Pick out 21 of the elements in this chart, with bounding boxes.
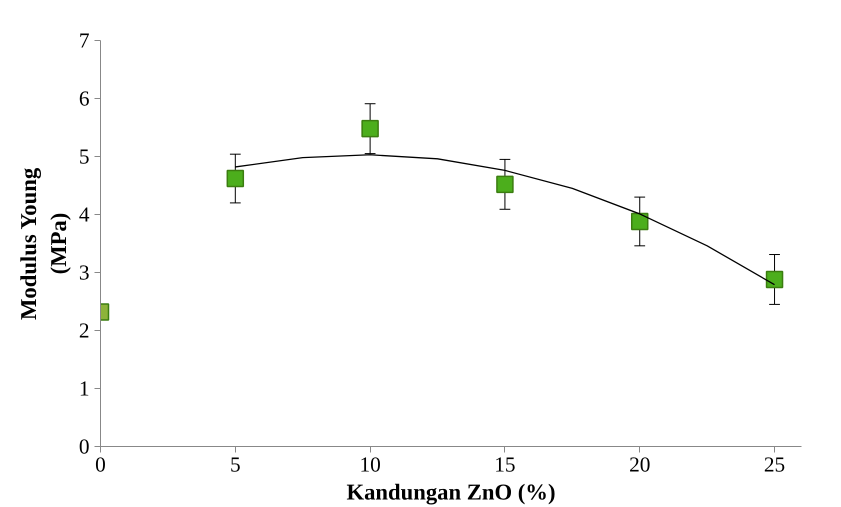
x-tick-label: 20 [629,452,650,476]
y-tick-label: 5 [78,144,90,168]
x-axis-title: Kandungan ZnO (%) [346,480,556,504]
y-tick-label: 4 [78,202,90,226]
y-tick-label: 7 [78,28,90,52]
point [496,176,514,194]
x-tick-label: 25 [764,452,786,476]
y-tick-label: 0 [78,434,90,458]
x-tick-label: 10 [359,452,381,476]
x-tick-label: 5 [230,452,241,476]
y-axis-title: Modulus Young (MPa) [16,167,71,320]
y-tick-label: 2 [78,318,90,342]
y-tick-label: 1 [78,376,90,400]
point [630,212,648,230]
y-tick-label: 3 [78,260,90,284]
x-tick-label: 0 [95,452,106,476]
point [361,120,379,138]
point [766,270,784,288]
point [226,170,244,188]
x-tick-label: 15 [494,452,516,476]
y-tick-label: 6 [78,86,90,110]
